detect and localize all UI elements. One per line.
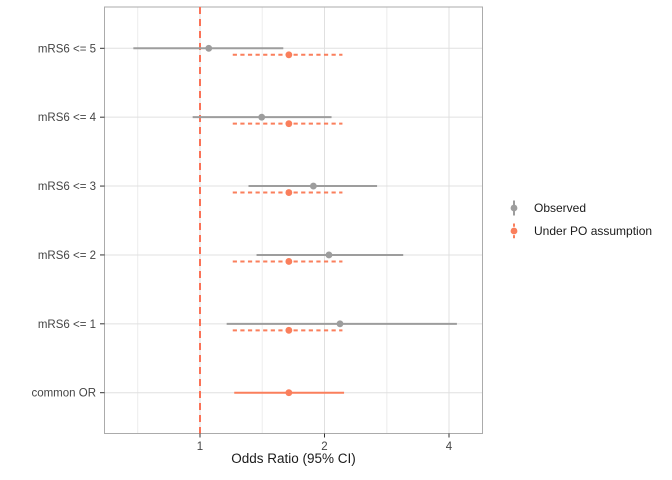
- legend: Observed Under PO assumption: [505, 196, 652, 242]
- po-pointrange-icon: [510, 223, 518, 238]
- x-tick-label: 4: [446, 441, 453, 453]
- po-point: [285, 326, 293, 334]
- po-point: [285, 189, 293, 196]
- observed-point: [325, 251, 333, 259]
- observed-point: [336, 320, 344, 328]
- po-point: [285, 120, 293, 128]
- po-point: [285, 51, 293, 59]
- y-category-label: mRS6 <= 5: [38, 43, 96, 55]
- observed-pointrange-icon: [510, 200, 518, 215]
- po-point: [285, 389, 293, 397]
- x-tick-label: 2: [321, 441, 327, 453]
- x-tick-label: 1: [197, 441, 203, 453]
- observed-point: [258, 113, 266, 121]
- x-axis-title: Odds Ratio (95% CI): [231, 451, 356, 466]
- legend-item-observed: Observed: [505, 196, 652, 219]
- y-category-label: mRS6 <= 3: [38, 181, 96, 193]
- observed-point: [309, 182, 317, 190]
- panel-border: [104, 6, 483, 434]
- y-category-label: mRS6 <= 1: [38, 319, 96, 331]
- y-category-label: common OR: [31, 388, 96, 400]
- observed-point: [205, 44, 213, 52]
- po-point: [285, 258, 293, 265]
- legend-label-po: Under PO assumption: [534, 223, 653, 238]
- legend-label-observed: Observed: [534, 200, 587, 215]
- y-category-label: mRS6 <= 4: [38, 112, 97, 124]
- legend-item-po: Under PO assumption: [505, 219, 652, 242]
- y-category-label: mRS6 <= 2: [38, 250, 96, 262]
